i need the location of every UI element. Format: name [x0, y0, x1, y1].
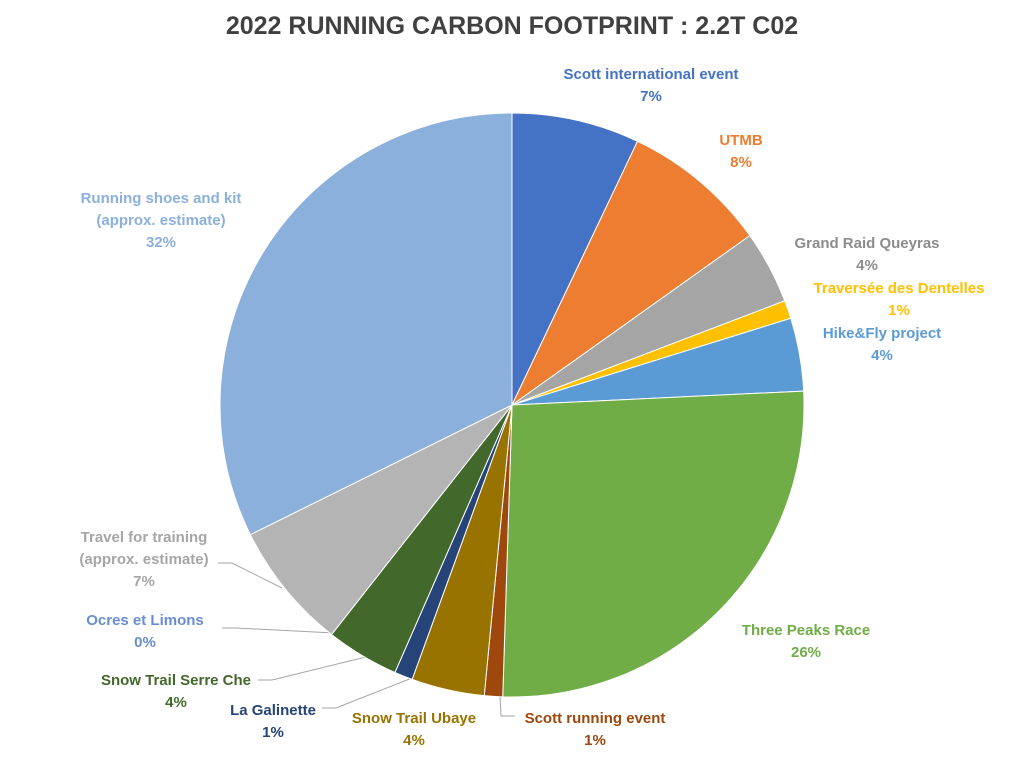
category-label: Three Peaks Race	[741, 622, 871, 639]
slice-label: Snow Trail Ubaye 4%	[339, 708, 489, 752]
slice-label: Hike&Fly project 4%	[797, 323, 967, 367]
pie	[219, 112, 805, 698]
leader-line	[499, 694, 515, 717]
category-label: Grand Raid Queyras	[794, 235, 940, 252]
slice-label: Traversée des Dentelles 1%	[799, 278, 999, 322]
leader-line	[218, 562, 283, 589]
slice-label: La Galinette 1%	[213, 700, 333, 744]
slice-label: Travel for training (approx. estimate) 7%	[69, 527, 219, 593]
value-label: 4%	[403, 732, 425, 749]
value-label: 7%	[640, 88, 662, 105]
value-label: 0%	[134, 634, 156, 651]
slice-label: Three Peaks Race 26%	[721, 620, 891, 664]
pie-slice	[510, 140, 751, 407]
category-label: Hike&Fly project	[822, 325, 942, 342]
value-label: 8%	[730, 154, 752, 171]
pie-slice	[249, 404, 513, 636]
leader-line	[222, 627, 335, 634]
value-label: 1%	[888, 302, 910, 319]
slice-label: Scott running event 1%	[510, 708, 680, 752]
slice-label: Snow Trail Serre Che 4%	[86, 670, 266, 714]
slice-label: Grand Raid Queyras 4%	[767, 233, 967, 277]
value-label: 32%	[145, 234, 177, 251]
category-label: Scott international event	[563, 66, 739, 83]
chart-title: 2022 RUNNING CARBON FOOTPRINT : 2.2T C02	[225, 12, 799, 40]
value-label: 7%	[133, 573, 155, 590]
leader-line	[322, 677, 413, 709]
value-label: 1%	[584, 732, 606, 749]
category-label: Traversée des Dentelles	[813, 280, 985, 297]
pie-slice	[502, 390, 805, 698]
category-label: Running shoes and kit (approx. estimate)	[80, 190, 242, 229]
category-label: Ocres et Limons	[86, 612, 204, 629]
category-label: Snow Trail Ubaye	[351, 710, 477, 727]
value-label: 4%	[871, 347, 893, 364]
pie-slice	[511, 112, 639, 406]
category-label: Travel for training (approx. estimate)	[79, 529, 209, 568]
value-label: 1%	[262, 724, 284, 741]
slice-label: UTMB 8%	[691, 130, 791, 174]
slice-label: Ocres et Limons 0%	[65, 610, 225, 654]
category-label: UTMB	[719, 132, 763, 149]
category-label: La Galinette	[230, 702, 316, 719]
category-label: Scott running event	[524, 710, 666, 727]
value-label: 4%	[856, 257, 878, 274]
leader-lines	[218, 562, 515, 717]
slice-label: Scott international event 7%	[531, 64, 771, 108]
slice-label: Running shoes and kit (approx. estimate)…	[71, 188, 251, 254]
pie-slice	[219, 112, 513, 536]
leader-line	[258, 654, 375, 681]
category-label: Snow Trail Serre Che	[100, 672, 252, 689]
value-label: 4%	[165, 694, 187, 711]
value-label: 26%	[790, 644, 822, 661]
